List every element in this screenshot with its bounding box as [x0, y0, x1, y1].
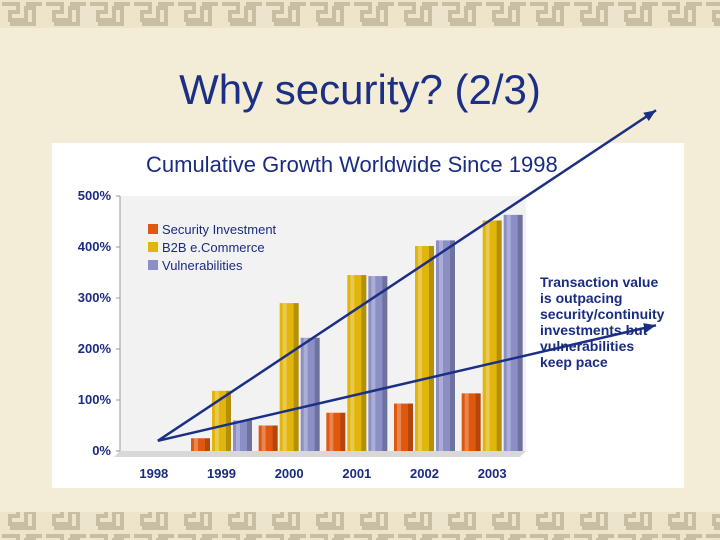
plot-floor	[114, 451, 526, 457]
legend-label: Security Investment	[162, 222, 277, 237]
annotation-line: vulnerabilities	[540, 338, 634, 354]
bar	[233, 420, 252, 451]
axes: 0% 100% 200% 300% 400% 500% 1998 1999 2000 2001 20…	[78, 188, 526, 481]
annotation-line: security/continuity	[540, 306, 665, 322]
y-tick-label: 200%	[78, 341, 112, 356]
legend-swatch	[148, 224, 158, 234]
y-tick-label: 500%	[78, 188, 112, 203]
x-tick-label: 2002	[410, 466, 439, 481]
slide-title: Why security? (2/3)	[179, 66, 541, 113]
y-tick-label: 300%	[78, 290, 112, 305]
legend-swatch	[148, 242, 158, 252]
bar	[212, 390, 231, 451]
chart-title: Cumulative Growth Worldwide Since 1998	[146, 152, 558, 177]
y-tick-label: 400%	[78, 239, 112, 254]
trend-arrow	[157, 109, 657, 442]
bar	[368, 276, 388, 451]
y-tick-label: 0%	[92, 443, 111, 458]
legend-swatch	[148, 260, 158, 270]
x-tick-label: 1998	[139, 466, 168, 481]
x-tick-label: 1999	[207, 466, 236, 481]
bottom-border-pattern	[0, 512, 720, 540]
bar	[258, 425, 278, 451]
x-tick-label: 2003	[478, 466, 507, 481]
bar	[394, 403, 413, 451]
legend: Security Investment B2B e.Commerce Vulnera…	[148, 222, 277, 273]
trend-lines	[157, 109, 657, 443]
bar	[191, 438, 210, 451]
top-border-pattern	[0, 0, 720, 28]
bar	[482, 220, 502, 451]
bar	[503, 214, 523, 451]
bar	[300, 337, 320, 451]
bar	[326, 412, 346, 451]
bar	[461, 393, 481, 451]
bar	[347, 275, 367, 451]
annotation-line: investments but	[540, 322, 648, 338]
annotation-line: Transaction value	[540, 274, 658, 290]
plot-area	[120, 196, 526, 451]
annotation-line: is outpacing	[540, 290, 622, 306]
trend-arrow	[157, 323, 657, 443]
y-tick-label: 100%	[78, 392, 112, 407]
bars	[191, 214, 523, 451]
x-tick-label: 2001	[342, 466, 371, 481]
legend-label: B2B e.Commerce	[162, 240, 265, 255]
bar	[415, 245, 434, 451]
bar	[436, 240, 455, 451]
x-tick-label: 2000	[275, 466, 304, 481]
bar	[279, 303, 299, 451]
legend-label: Vulnerabilities	[162, 258, 243, 273]
annotation-line: keep pace	[540, 354, 608, 370]
